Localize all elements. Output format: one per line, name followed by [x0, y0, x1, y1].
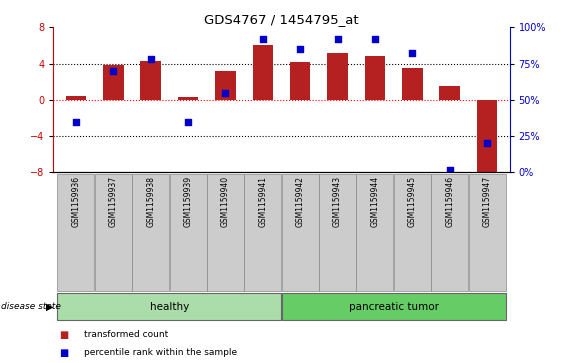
Polygon shape [132, 174, 169, 291]
Polygon shape [244, 174, 282, 291]
Polygon shape [468, 174, 506, 291]
Polygon shape [57, 174, 95, 291]
Polygon shape [356, 174, 394, 291]
Point [445, 167, 454, 172]
Bar [103, 65, 123, 100]
Point [258, 36, 267, 42]
Text: GSM1159936: GSM1159936 [72, 176, 81, 227]
Bar [477, 100, 497, 177]
Text: GSM1159942: GSM1159942 [296, 176, 305, 227]
Polygon shape [282, 293, 506, 320]
Text: pancreatic tumor: pancreatic tumor [348, 302, 439, 312]
Point [146, 56, 155, 62]
Bar [365, 56, 385, 100]
Polygon shape [169, 174, 207, 291]
Text: GSM1159940: GSM1159940 [221, 176, 230, 227]
Text: ■: ■ [59, 330, 68, 340]
Bar [215, 71, 236, 100]
Polygon shape [282, 174, 319, 291]
Bar [253, 45, 273, 100]
Point [296, 46, 305, 52]
Polygon shape [95, 174, 132, 291]
Point [184, 119, 193, 125]
Bar [66, 96, 86, 100]
Text: GSM1159939: GSM1159939 [184, 176, 193, 227]
Text: GDS4767 / 1454795_at: GDS4767 / 1454795_at [204, 13, 359, 26]
Text: healthy: healthy [150, 302, 189, 312]
Point [408, 50, 417, 56]
Point [370, 36, 379, 42]
Bar [178, 97, 198, 100]
Text: GSM1159937: GSM1159937 [109, 176, 118, 227]
Text: GSM1159945: GSM1159945 [408, 176, 417, 227]
Polygon shape [207, 174, 244, 291]
Bar [290, 62, 310, 100]
Text: GSM1159944: GSM1159944 [370, 176, 379, 227]
Point [333, 36, 342, 42]
Bar [402, 68, 423, 100]
Text: disease state: disease state [1, 302, 61, 311]
Polygon shape [394, 174, 431, 291]
Text: GSM1159947: GSM1159947 [482, 176, 491, 227]
Text: transformed count: transformed count [84, 330, 169, 339]
Text: ■: ■ [59, 347, 68, 358]
Bar [327, 53, 348, 100]
Text: GSM1159946: GSM1159946 [445, 176, 454, 227]
Bar [140, 61, 161, 100]
Polygon shape [319, 174, 356, 291]
Point [221, 90, 230, 95]
Point [482, 140, 491, 146]
Bar [440, 86, 460, 100]
Text: percentile rank within the sample: percentile rank within the sample [84, 348, 238, 357]
Text: GSM1159943: GSM1159943 [333, 176, 342, 227]
Point [72, 119, 81, 125]
Text: GSM1159938: GSM1159938 [146, 176, 155, 227]
Polygon shape [431, 174, 468, 291]
Polygon shape [57, 293, 282, 320]
Text: GSM1159941: GSM1159941 [258, 176, 267, 227]
Text: ▶: ▶ [46, 302, 53, 312]
Point [109, 68, 118, 74]
